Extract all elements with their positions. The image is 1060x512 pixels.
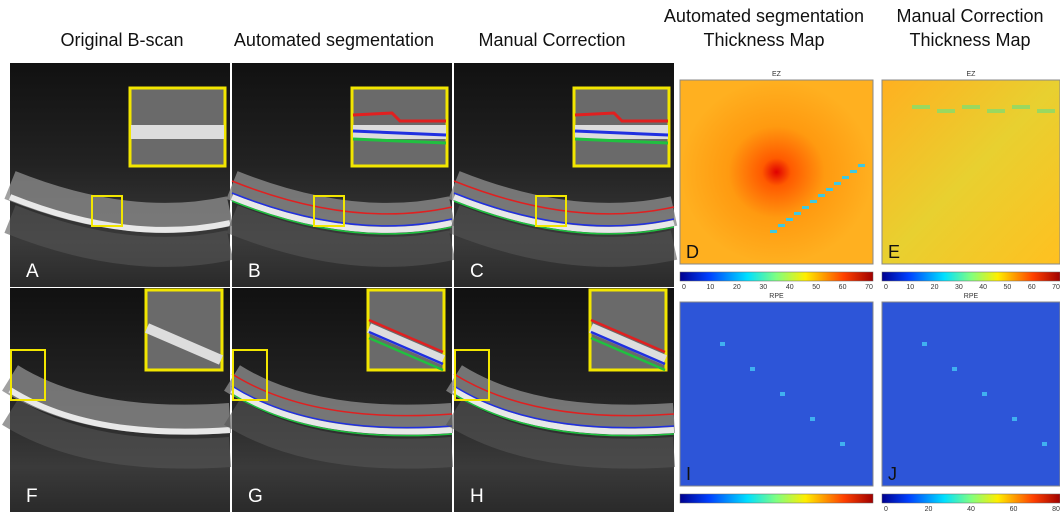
map-title: RPE: [964, 293, 979, 300]
map-speckle: [778, 224, 785, 227]
map-speckle: [834, 182, 841, 185]
column-header: Thickness Map: [703, 30, 824, 50]
thickness-map: RPE I: [680, 293, 873, 503]
map-image: [680, 302, 873, 486]
b-scan-panel: A: [10, 63, 230, 287]
column-header: Manual Correction: [478, 30, 625, 50]
map-title: RPE: [769, 293, 784, 300]
colorbar-tick-label: 10: [906, 284, 914, 291]
column-header: Original B-scan: [60, 30, 183, 50]
map-speckle: [912, 105, 930, 109]
colorbar-tick-label: 20: [733, 284, 741, 291]
panel-letter: H: [470, 486, 484, 507]
colorbar-tick-label: 0: [682, 284, 686, 291]
colorbar-tick-label: 0: [884, 284, 888, 291]
map-speckle: [952, 367, 957, 371]
map-title: EZ: [772, 71, 782, 78]
colorbar-tick-label: 50: [812, 284, 820, 291]
colorbar-tick-label: 30: [759, 284, 767, 291]
map-speckle: [794, 212, 801, 215]
map-speckle: [1012, 105, 1030, 109]
column-header: Manual Correction: [896, 6, 1043, 26]
b-scan-panel: B: [232, 63, 452, 287]
colorbar-tick-label: 70: [865, 284, 873, 291]
map-speckle: [802, 206, 809, 209]
map-image: [882, 302, 1060, 486]
panel-letter: B: [248, 261, 261, 282]
b-scan-panel: H: [454, 288, 674, 512]
map-speckle: [858, 164, 865, 167]
colorbar-tick-label: 60: [1010, 506, 1018, 512]
map-title: EZ: [967, 71, 977, 78]
map-image: [680, 80, 873, 264]
map-speckle: [786, 218, 793, 221]
column-header: Automated segmentation: [234, 30, 434, 50]
colorbar-tick-label: 50: [1004, 284, 1012, 291]
colorbar-tick-label: 60: [1028, 284, 1036, 291]
map-speckle: [840, 442, 845, 446]
panel-letter: A: [26, 261, 39, 282]
map-speckle: [810, 417, 815, 421]
colorbar-tick-label: 20: [931, 284, 939, 291]
map-speckle: [1037, 109, 1055, 113]
colorbar-tick-label: 0: [884, 506, 888, 512]
map-speckle: [937, 109, 955, 113]
colorbar-tick-label: 80: [1052, 506, 1060, 512]
map-speckle: [818, 194, 825, 197]
map-speckle: [1042, 442, 1047, 446]
map-speckle: [1012, 417, 1017, 421]
colorbar-tick-label: 60: [839, 284, 847, 291]
colorbar-tick-label: 30: [955, 284, 963, 291]
inset-band: [131, 125, 224, 139]
panel-letter: F: [26, 486, 38, 507]
colorbar: [882, 272, 1060, 281]
map-letter: I: [686, 464, 691, 484]
map-letter: J: [888, 464, 897, 484]
map-speckle: [987, 109, 1005, 113]
colorbar-tick-label: 20: [925, 506, 933, 512]
colorbar: [882, 494, 1060, 503]
map-speckle: [810, 200, 817, 203]
map-speckle: [826, 188, 833, 191]
map-letter: D: [686, 242, 699, 262]
map-speckle: [750, 367, 755, 371]
map-letter: E: [888, 242, 900, 262]
map-speckle: [922, 342, 927, 346]
thickness-map: EZ E 0 10 20 30 40 50 60 70: [882, 71, 1060, 291]
colorbar-tick-label: 10: [707, 284, 715, 291]
colorbar-tick-label: 70: [1052, 284, 1060, 291]
colorbar-tick-label: 40: [786, 284, 794, 291]
colorbar: [680, 272, 873, 281]
thickness-map: RPE J 0 20 40 60 80: [882, 293, 1060, 512]
map-speckle: [842, 176, 849, 179]
panel-letter: C: [470, 261, 484, 282]
b-scan-panel: F: [10, 288, 230, 512]
panel-letter: G: [248, 486, 263, 507]
map-speckle: [770, 230, 777, 233]
map-speckle: [982, 392, 987, 396]
b-scan-panel: G: [232, 288, 452, 512]
column-header: Automated segmentation: [664, 6, 864, 26]
map-speckle: [720, 342, 725, 346]
b-scan-panel: C: [454, 63, 674, 287]
colorbar-tick-label: 40: [967, 506, 975, 512]
map-speckle: [850, 170, 857, 173]
map-speckle: [962, 105, 980, 109]
map-speckle: [780, 392, 785, 396]
column-header: Thickness Map: [909, 30, 1030, 50]
colorbar-tick-label: 40: [979, 284, 987, 291]
colorbar: [680, 494, 873, 503]
figure: Original B-scan Automated segmentation Man…: [0, 0, 1060, 512]
thickness-map: EZ D 0 10 20 30 40 50 60 70: [680, 71, 873, 291]
